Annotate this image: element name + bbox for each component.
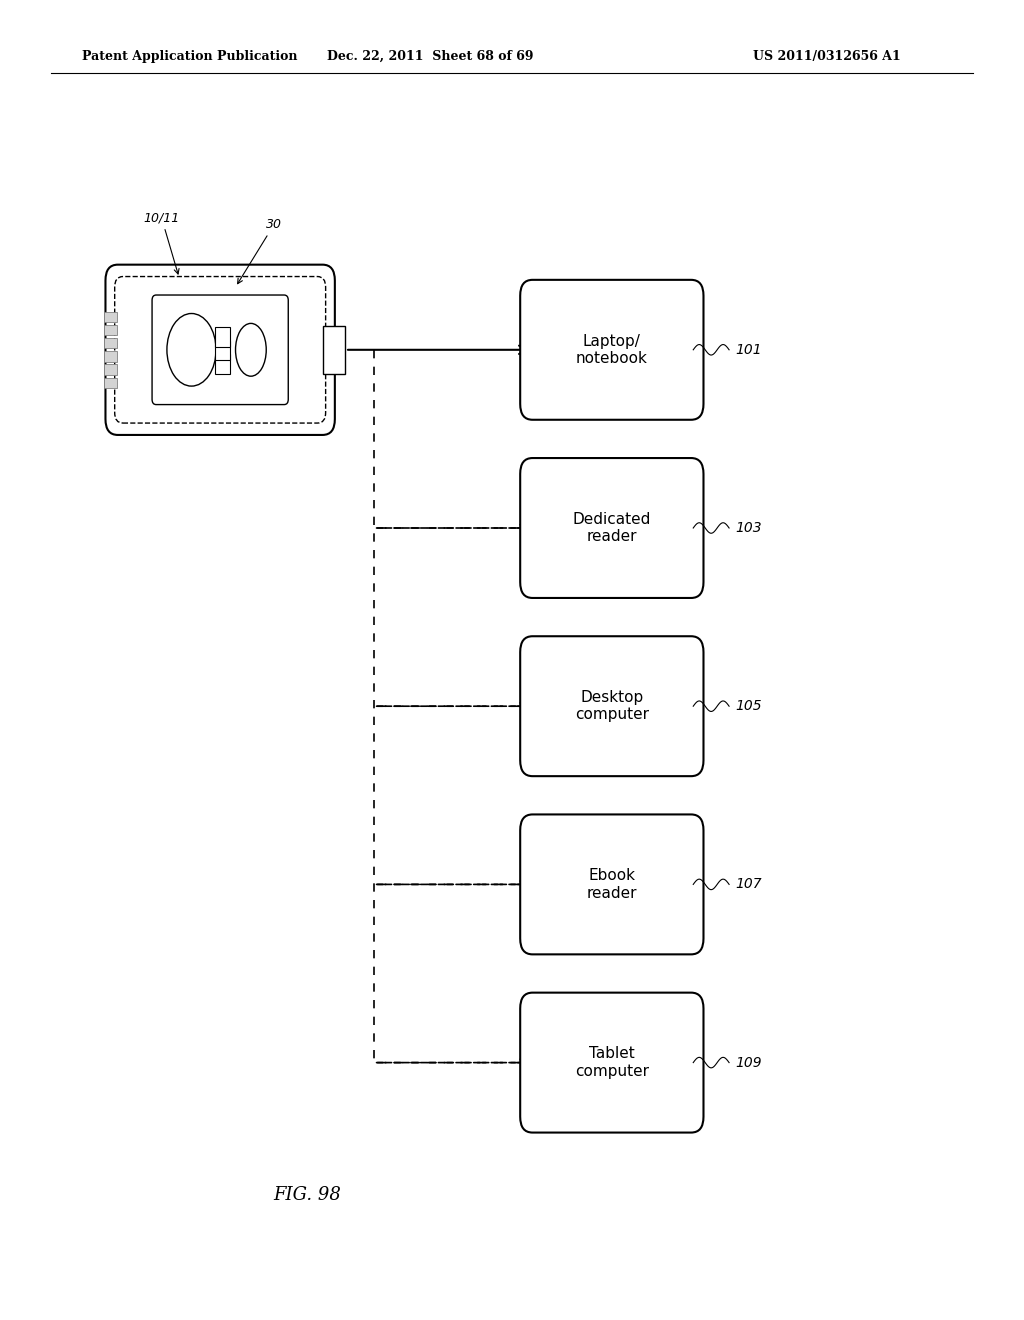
Text: US 2011/0312656 A1: US 2011/0312656 A1 — [754, 50, 901, 63]
Text: Ebook
reader: Ebook reader — [587, 869, 637, 900]
Text: 107: 107 — [735, 878, 762, 891]
Text: 101: 101 — [735, 343, 762, 356]
FancyBboxPatch shape — [520, 814, 703, 954]
Ellipse shape — [167, 314, 216, 385]
Bar — [323, 326, 345, 374]
Text: Dec. 22, 2011  Sheet 68 of 69: Dec. 22, 2011 Sheet 68 of 69 — [327, 50, 534, 63]
FancyBboxPatch shape — [105, 264, 335, 436]
FancyBboxPatch shape — [215, 327, 230, 347]
Text: Laptop/
notebook: Laptop/ notebook — [575, 334, 648, 366]
Bar — [104, 325, 117, 335]
Text: Desktop
computer: Desktop computer — [574, 690, 649, 722]
FancyBboxPatch shape — [215, 354, 230, 374]
FancyBboxPatch shape — [215, 341, 230, 360]
Bar — [104, 351, 117, 362]
Bar — [104, 378, 117, 388]
Text: FIG. 98: FIG. 98 — [273, 1185, 341, 1204]
Bar — [104, 364, 117, 375]
Ellipse shape — [236, 323, 266, 376]
Text: 10/11: 10/11 — [143, 211, 179, 275]
Text: 109: 109 — [735, 1056, 762, 1069]
FancyBboxPatch shape — [152, 296, 289, 404]
FancyBboxPatch shape — [520, 636, 703, 776]
FancyBboxPatch shape — [520, 280, 703, 420]
Text: Patent Application Publication: Patent Application Publication — [82, 50, 297, 63]
Text: Tablet
computer: Tablet computer — [574, 1047, 649, 1078]
FancyBboxPatch shape — [520, 458, 703, 598]
Bar — [104, 312, 117, 322]
Text: 105: 105 — [735, 700, 762, 713]
Text: 30: 30 — [238, 218, 283, 284]
Bar — [104, 338, 117, 348]
Text: Dedicated
reader: Dedicated reader — [572, 512, 651, 544]
FancyBboxPatch shape — [520, 993, 703, 1133]
Text: 103: 103 — [735, 521, 762, 535]
